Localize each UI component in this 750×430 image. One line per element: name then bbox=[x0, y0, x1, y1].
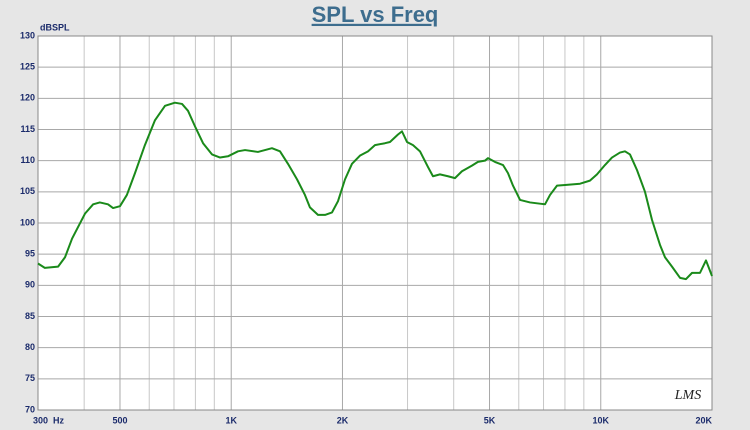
y-tick-label: 110 bbox=[20, 155, 35, 165]
y-tick-label: 105 bbox=[20, 186, 35, 196]
x-tick-label: 1K bbox=[225, 415, 237, 425]
x-tick-label: 500 bbox=[112, 415, 127, 425]
y-tick-label: 130 bbox=[20, 30, 35, 40]
y-tick-label: 70 bbox=[25, 404, 35, 414]
y-tick-label: 90 bbox=[25, 280, 35, 290]
x-tick-label: 2K bbox=[337, 415, 349, 425]
y-tick-label: 125 bbox=[20, 62, 35, 72]
y-tick-label: 80 bbox=[25, 342, 35, 352]
x-tick-label: 300 Hz bbox=[33, 415, 65, 425]
y-tick-label: 75 bbox=[25, 373, 35, 383]
x-tick-label: 10K bbox=[593, 415, 610, 425]
spl-line bbox=[37, 101, 713, 281]
y-tick-label: 100 bbox=[20, 217, 35, 227]
plot-border bbox=[37, 35, 713, 411]
y-tick-label: 95 bbox=[25, 249, 35, 259]
watermark: LMS bbox=[674, 388, 701, 403]
y-tick-label: 120 bbox=[20, 93, 35, 103]
x-tick-label: 5K bbox=[484, 415, 496, 425]
y-tick-label: 115 bbox=[20, 124, 35, 134]
x-tick-label: 20K bbox=[695, 415, 712, 425]
y-tick-label: 85 bbox=[25, 311, 35, 321]
chart-title: SPL vs Freq bbox=[312, 2, 439, 27]
y-axis-label: dBSPL bbox=[40, 22, 70, 32]
